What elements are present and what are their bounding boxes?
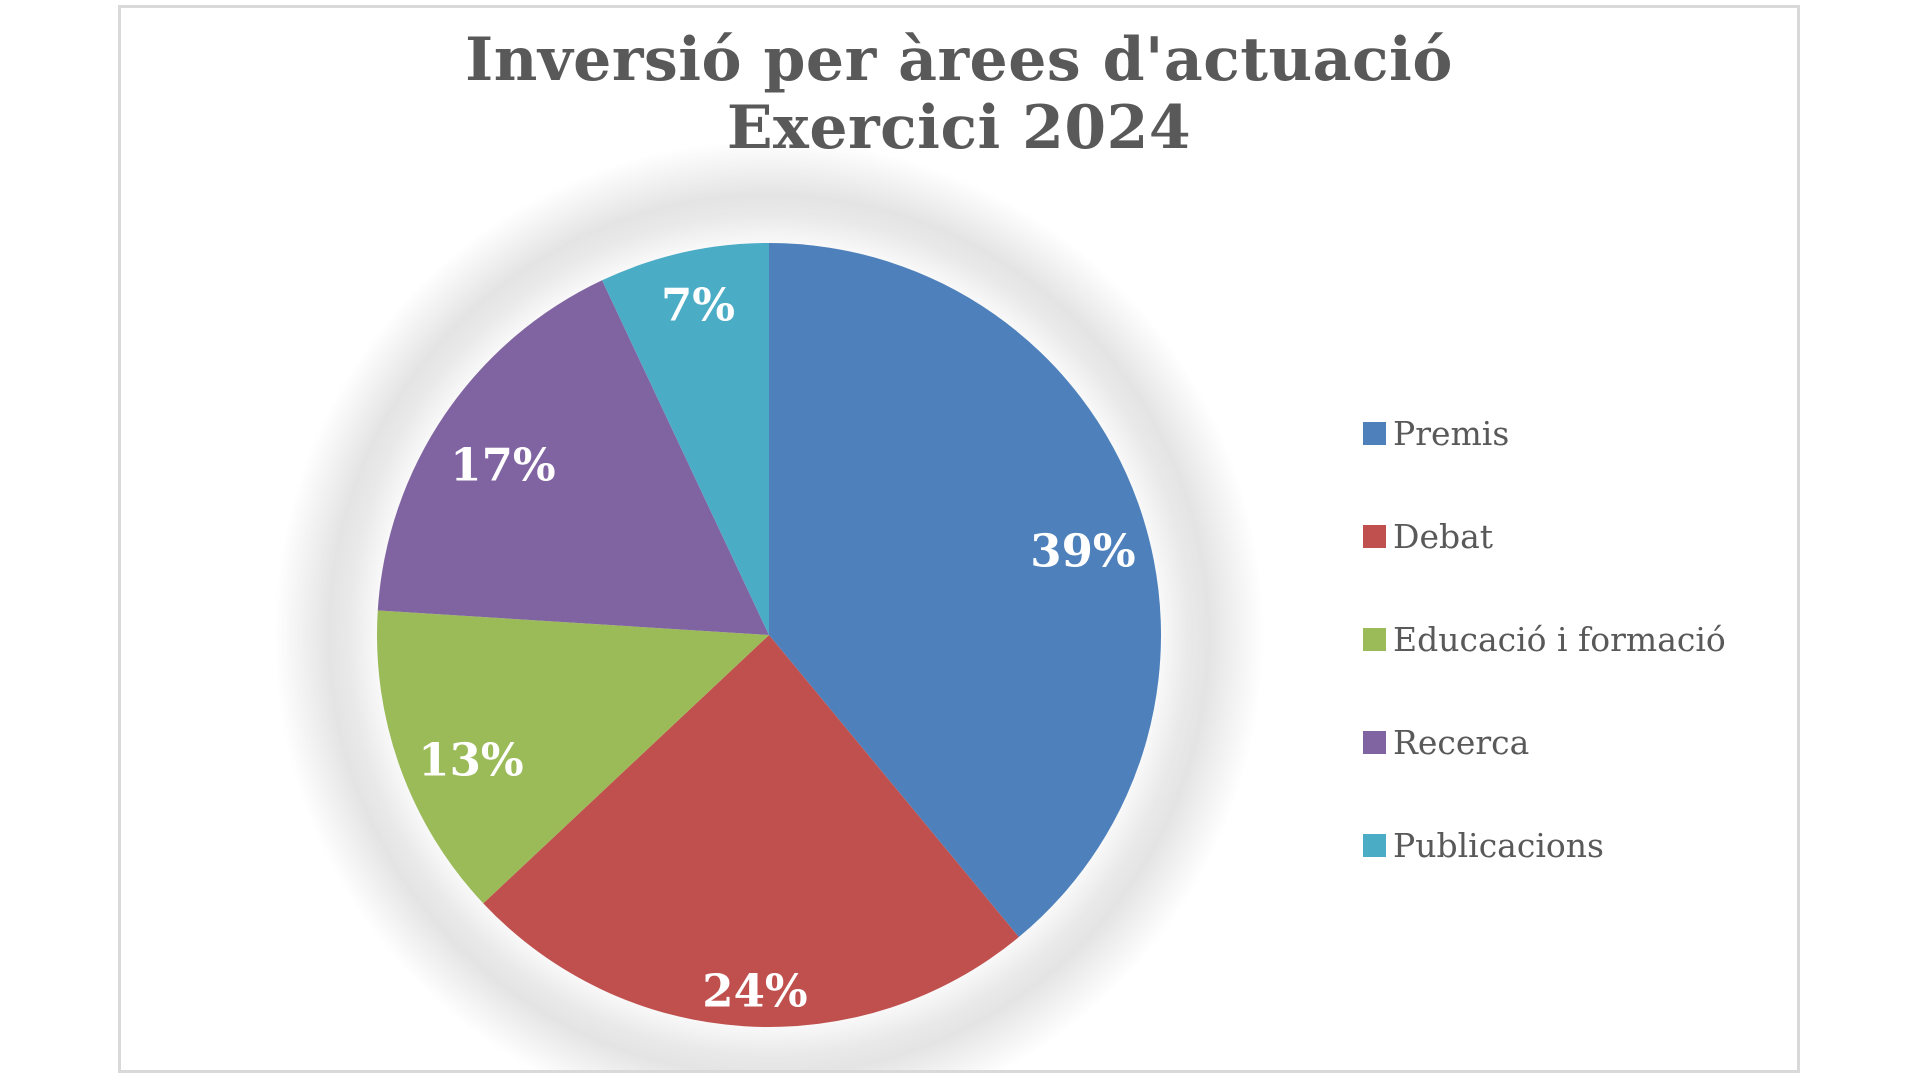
- legend-item-debat[interactable]: Debat: [1363, 485, 1726, 588]
- legend-item-label: Recerca: [1393, 723, 1530, 762]
- legend-color-swatch-icon: [1363, 834, 1386, 857]
- chart-title: Inversió per àrees d'actuació Exercici 2…: [121, 26, 1797, 162]
- chart-container: Inversió per àrees d'actuació Exercici 2…: [118, 5, 1800, 1073]
- pie-chart[interactable]: [377, 243, 1161, 1027]
- legend: Premis Debat Educació i formació Recerca Pub…: [1363, 382, 1726, 897]
- legend-color-swatch-icon: [1363, 628, 1386, 651]
- pie-slice-premis[interactable]: [769, 243, 1161, 938]
- legend-item-educació-i-formació[interactable]: Educació i formació: [1363, 588, 1726, 691]
- pie-slice-recerca[interactable]: [377, 280, 769, 635]
- legend-color-swatch-icon: [1363, 731, 1386, 754]
- legend-item-recerca[interactable]: Recerca: [1363, 691, 1726, 794]
- chart-title-line1: Inversió per àrees d'actuació: [465, 25, 1453, 95]
- legend-color-swatch-icon: [1363, 422, 1386, 445]
- pie-slice-educació-i-formació[interactable]: [377, 610, 769, 904]
- legend-item-label: Debat: [1393, 517, 1494, 556]
- pie-svg[interactable]: [377, 243, 1161, 1027]
- legend-item-label: Educació i formació: [1393, 620, 1726, 659]
- pie-slice-debat[interactable]: [483, 635, 1019, 1027]
- legend-item-premis[interactable]: Premis: [1363, 382, 1726, 485]
- pie-slice-publicacions[interactable]: [602, 243, 769, 635]
- legend-item-publicacions[interactable]: Publicacions: [1363, 794, 1726, 897]
- legend-item-label: Publicacions: [1393, 826, 1604, 865]
- legend-item-label: Premis: [1393, 414, 1510, 453]
- chart-title-line2: Exercici 2024: [726, 93, 1192, 163]
- legend-color-swatch-icon: [1363, 525, 1386, 548]
